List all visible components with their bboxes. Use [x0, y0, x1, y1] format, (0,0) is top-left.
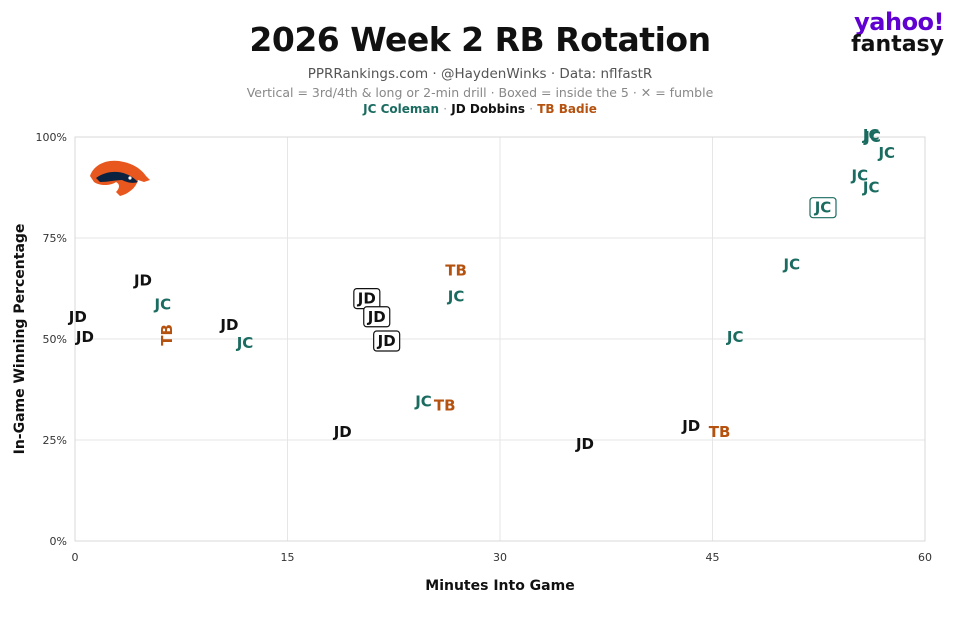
- yahoo-fantasy-logo: yahoo! fantasy: [834, 10, 944, 56]
- point-label: JC: [862, 179, 880, 197]
- grid-lines: [74, 136, 926, 542]
- inside-five-box: [363, 306, 391, 328]
- data-point-tb: TB: [158, 324, 176, 346]
- data-point-jc: JC: [809, 197, 837, 219]
- legend-item-jc: JC Coleman: [363, 102, 440, 116]
- legend-item-jd: JD Dobbins: [451, 102, 526, 116]
- point-label: JC: [414, 393, 432, 411]
- y-axis-label: In-Game Winning Percentage: [12, 224, 28, 455]
- data-point-jc: JC: [154, 296, 172, 314]
- x-tick-label: 30: [493, 551, 507, 564]
- point-label: JD: [377, 332, 396, 350]
- point-label: TB: [434, 397, 456, 415]
- brand-line-2: fantasy: [851, 32, 944, 57]
- point-label: JC: [783, 255, 801, 273]
- legend-separator: ·: [529, 102, 534, 116]
- axis-ticks: 0 15 30 45 60 0% 25% 50% 75% 100%: [36, 131, 932, 564]
- chart-subtitle: PPRRankings.com · @HaydenWinks · Data: n…: [307, 66, 653, 82]
- point-label: JC: [236, 334, 254, 352]
- data-point-jc: JC: [877, 144, 895, 162]
- chart-legend: JC Coleman · JD Dobbins · TB Badie: [0, 102, 960, 116]
- plot-frame: [74, 136, 926, 542]
- data-points: JCJCJCJCJCJCJCJCJCJCJCJCJDJDJDJDJDJDJDJD…: [68, 126, 895, 453]
- legend-separator: ·: [443, 102, 448, 116]
- y-tick-label: 100%: [36, 131, 67, 144]
- data-point-jc: JC: [783, 255, 801, 273]
- data-point-jc: JC: [414, 393, 432, 411]
- point-label: JC: [862, 126, 880, 144]
- point-label: JD: [68, 308, 87, 326]
- data-point-jd: JD: [363, 306, 391, 328]
- data-point-jd: JD: [353, 288, 381, 310]
- x-tick-label: 45: [706, 551, 720, 564]
- x-axis-label: Minutes Into Game: [425, 578, 574, 594]
- data-point-jd: JD: [681, 417, 700, 435]
- point-label: JD: [357, 290, 376, 308]
- data-point-jc: JC: [851, 166, 869, 184]
- y-tick-label: 25%: [43, 434, 67, 447]
- point-label: JD: [219, 316, 238, 334]
- y-tick-label: 0%: [50, 535, 67, 548]
- y-tick-label: 75%: [43, 232, 67, 245]
- chart-title: 2026 Week 2 RB Rotation: [249, 20, 711, 59]
- point-label: JC: [447, 288, 465, 306]
- data-point-jc: JC: [447, 288, 465, 306]
- point-label: JC: [814, 199, 832, 217]
- x-tick-label: 0: [72, 551, 79, 564]
- inside-five-box: [373, 330, 401, 352]
- data-point-jd: JD: [133, 271, 152, 289]
- point-label: TB: [158, 324, 176, 346]
- data-point-jd: JD: [68, 308, 87, 326]
- point-label: JC: [726, 328, 744, 346]
- data-point-jd: JD: [575, 435, 594, 453]
- point-label: JC: [877, 144, 895, 162]
- point-label: JD: [575, 435, 594, 453]
- data-point-jc: JC: [862, 179, 880, 197]
- point-label: JC: [851, 166, 869, 184]
- data-point-jd: JD: [373, 330, 401, 352]
- data-point-jc: JC: [862, 126, 880, 144]
- point-label: JC: [154, 296, 172, 314]
- broncos-logo-icon: [90, 160, 150, 196]
- point-label: JC: [863, 128, 881, 146]
- point-label: JD: [681, 417, 700, 435]
- data-point-tb: TB: [445, 261, 467, 279]
- legend-item-tb: TB Badie: [537, 102, 597, 116]
- point-label: TB: [709, 423, 731, 441]
- point-label: JD: [75, 328, 94, 346]
- data-point-tb: TB: [709, 423, 731, 441]
- point-label: JD: [367, 308, 386, 326]
- data-point-tb: TB: [434, 397, 456, 415]
- point-label: JD: [133, 271, 152, 289]
- point-label: TB: [445, 261, 467, 279]
- x-tick-label: 15: [281, 551, 295, 564]
- data-point-jd: JD: [75, 328, 94, 346]
- inside-five-box: [809, 197, 837, 219]
- point-label: JD: [333, 423, 352, 441]
- data-point-jd: JD: [333, 423, 352, 441]
- data-point-jc: JC: [236, 334, 254, 352]
- y-tick-label: 50%: [43, 333, 67, 346]
- data-point-jd: JD: [219, 316, 238, 334]
- data-point-jc: JC: [726, 328, 744, 346]
- brand-line-1: yahoo!: [854, 8, 944, 36]
- data-point-jc: JC: [863, 128, 881, 146]
- x-tick-label: 60: [918, 551, 932, 564]
- chart-note: Vertical = 3rd/4th & long or 2-min drill…: [246, 85, 714, 100]
